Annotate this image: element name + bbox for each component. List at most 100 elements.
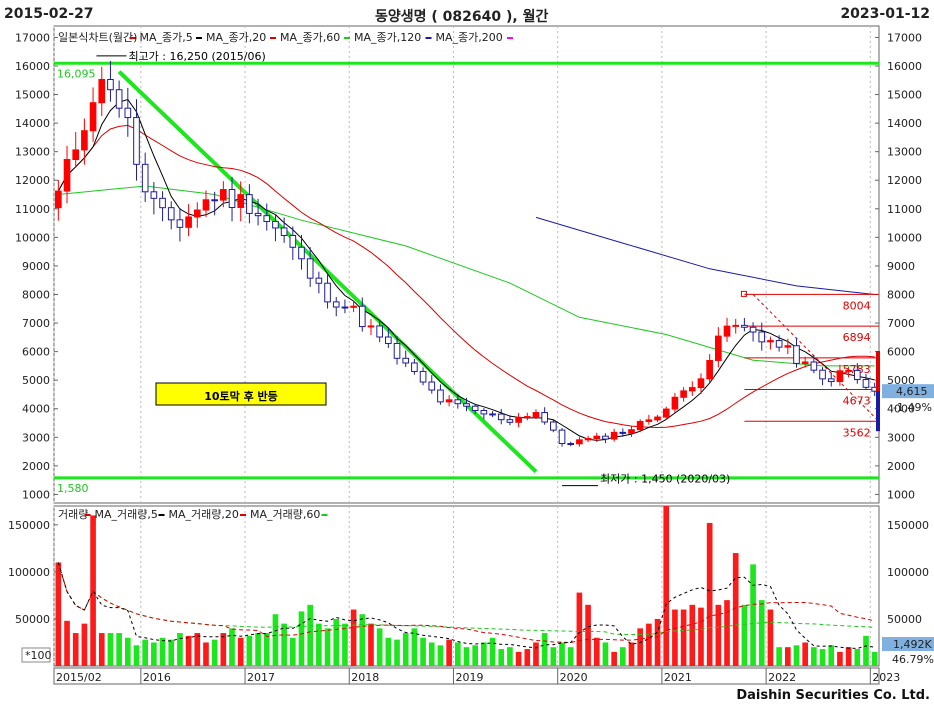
y-tick-label-left: 13000 (15, 146, 50, 159)
candle-body (437, 389, 444, 403)
candle-body (619, 431, 627, 434)
candle-body (636, 420, 644, 431)
candle-body (298, 246, 305, 260)
candle-body (141, 163, 149, 193)
candle-body (402, 357, 410, 364)
candle-body (107, 78, 114, 91)
last-price-tag (882, 384, 934, 399)
candle-body (411, 362, 418, 372)
x-tick-label: 2021 (664, 671, 692, 684)
candle-body (749, 326, 757, 333)
candle-body (324, 282, 331, 303)
support-line-label: 1,580 (57, 482, 89, 495)
candle-body (593, 435, 601, 440)
volume-bar (281, 623, 287, 666)
volume-bar (177, 633, 183, 666)
candle-body (558, 429, 566, 445)
volume-bar (602, 642, 609, 666)
candle-body (332, 301, 340, 308)
candle-body (115, 89, 123, 109)
support-line-label: 16,095 (57, 67, 96, 80)
price-legend-item: 일본식차트(월간) (58, 30, 137, 44)
price-legend-item: MA_종가,200 (436, 31, 503, 44)
candle-body (654, 416, 661, 421)
y-tick-label-left: 1000 (22, 488, 50, 501)
volume-legend-item: 거래량 (58, 508, 88, 521)
candle-body (680, 390, 687, 398)
candle-body (793, 345, 800, 364)
candle-body (220, 189, 227, 201)
candle-body (819, 369, 826, 380)
vol-tick-label-left: 50000 (15, 613, 50, 626)
volume-bar (246, 635, 253, 666)
y-tick-label-right: 4000 (887, 403, 915, 416)
last-price-label: 4,615 (896, 385, 928, 398)
volume-bar (724, 600, 730, 666)
x-tick-label: 2016 (143, 671, 171, 684)
candle-body (532, 412, 540, 418)
volume-bar (376, 628, 383, 666)
y-tick-label-right: 11000 (887, 203, 922, 216)
candle-body (350, 305, 357, 308)
candle-body (515, 416, 522, 423)
x-tick-label: 2023 (872, 671, 900, 684)
y-tick-label-right: 10000 (887, 231, 922, 244)
volume-bar (168, 639, 175, 666)
y-tick-label-left: 6000 (22, 346, 50, 359)
candle-body (280, 227, 288, 236)
volume-bar (307, 604, 314, 666)
candle-body (810, 361, 818, 371)
volume-bar (324, 628, 331, 666)
start-date: 2015-02-27 (4, 6, 94, 22)
volume-bar (845, 647, 852, 666)
volume-bar (559, 642, 565, 666)
y-tick-label-left: 5000 (22, 374, 50, 387)
price-legend-item: MA_종가,60 (280, 31, 340, 44)
volume-bar (107, 633, 114, 666)
volume-bar (481, 642, 487, 666)
candle-body (89, 102, 97, 132)
y-tick-label-left: 14000 (15, 117, 50, 130)
candle-body (732, 324, 740, 327)
y-tick-label-left: 3000 (22, 431, 50, 444)
fib-level-label: 8004 (843, 299, 871, 312)
unit-box (21, 647, 51, 663)
volume-bar (793, 645, 800, 666)
volume-bar (741, 604, 748, 666)
volume-bar (220, 633, 227, 666)
y-tick-label-right: 8000 (887, 288, 915, 301)
candle-body (567, 443, 575, 446)
volume-bar (394, 639, 400, 666)
candle-body (72, 149, 80, 161)
candle-body (289, 234, 297, 248)
candle-body (853, 369, 861, 381)
candle-body (480, 410, 488, 415)
volume-bar (507, 647, 513, 666)
candle-body (801, 361, 809, 364)
volume-bar (637, 628, 644, 666)
volume-bar (203, 642, 209, 666)
candle-body (124, 107, 132, 119)
volume-bar (689, 604, 696, 666)
volume-bar (64, 620, 70, 666)
vol-tick-label-right: 150000 (887, 519, 929, 532)
last-volume-tag (882, 637, 934, 651)
candle-body (202, 199, 210, 211)
y-tick-label-left: 8000 (22, 288, 50, 301)
candle-body (767, 340, 774, 343)
candle-body (55, 190, 62, 209)
volume-bar (837, 651, 843, 666)
candle-body (341, 306, 349, 309)
volume-bar (680, 609, 687, 666)
candle-body (393, 342, 401, 359)
volume-bar (151, 642, 157, 666)
candle-body (81, 130, 88, 151)
volume-bar (159, 637, 166, 666)
volume-bar (255, 633, 261, 666)
volume-bar (819, 649, 826, 666)
candle-body (506, 419, 514, 423)
candle-body (862, 379, 870, 388)
volume-bar (863, 635, 869, 666)
candle-body (610, 431, 618, 440)
